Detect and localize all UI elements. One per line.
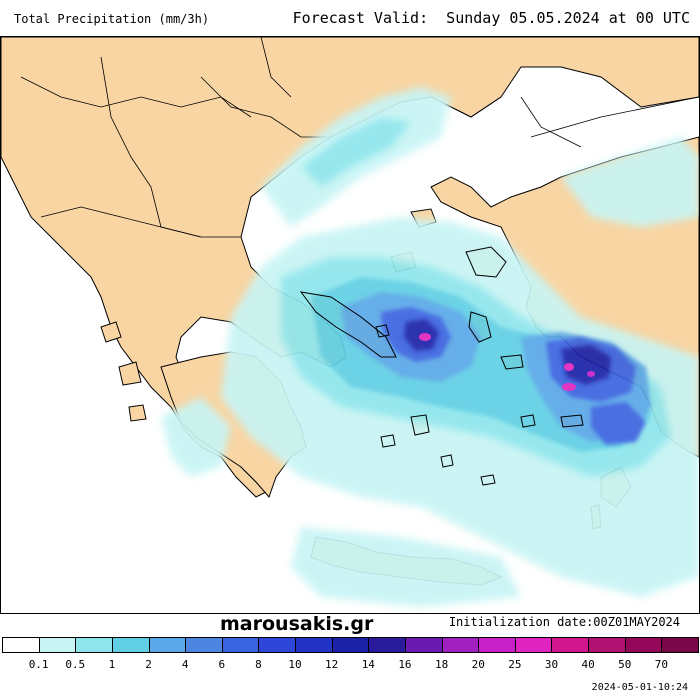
colorbar-tick-label: 0.5 <box>65 658 86 671</box>
colorbar-cell <box>368 637 406 653</box>
colorbar-cell <box>295 637 333 653</box>
colorbar-cell <box>38 637 77 653</box>
colorbar-cell <box>551 637 590 653</box>
precip-8mm-south <box>591 402 646 445</box>
generated-timestamp: 2024-05-01-10:24 <box>591 682 688 693</box>
header: Total Precipitation (mm/3h) Forecast Val… <box>0 0 700 36</box>
forecast-valid-time: Forecast Valid: Sunday 05.05.2024 at 00 … <box>292 9 690 27</box>
precip-max-east1 <box>564 363 574 371</box>
colorbar-tick-label: 40 <box>581 658 595 671</box>
map-canvas <box>1 37 699 607</box>
colorbar-cell <box>2 637 40 653</box>
colorbar-cell <box>75 637 113 653</box>
kefalonia <box>118 361 142 386</box>
precip-light-east <box>561 137 699 227</box>
colorbar-ticks: 0.1 0.5 1 2 4 6 8 10 12 14 16 18 20 25 30 40 50 70 <box>0 658 700 674</box>
zakynthos <box>128 404 147 422</box>
colorbar-cell <box>111 637 150 653</box>
precipitation-colorbar <box>0 637 700 655</box>
borders-layer <box>20 37 699 238</box>
colorbar-cell <box>514 637 553 653</box>
colorbar-tick-label: 6 <box>218 658 226 671</box>
colorbar-tick-label: 0.1 <box>28 658 49 671</box>
colorbar-tick-label: 8 <box>255 658 262 671</box>
colorbar-tick-label: 12 <box>325 658 339 671</box>
corfu <box>100 321 122 343</box>
footer: marousakis.gr Initialization date:00Z01M… <box>0 613 700 637</box>
precip-light-crete <box>291 527 521 607</box>
colorbar-cell <box>221 637 260 653</box>
colorbar-cell <box>185 637 223 653</box>
coast-overlay <box>299 246 584 486</box>
precip-max-north <box>419 333 431 341</box>
colorbar-tick-label: 30 <box>544 658 559 671</box>
colorbar-cell <box>588 637 626 653</box>
colorbar-cell <box>404 637 443 653</box>
colorbar-tick-label: 70 <box>654 658 668 671</box>
precip-mod-north <box>301 117 411 187</box>
colorbar-tick-label: 1 <box>108 658 116 671</box>
colorbar-tick-label: 2 <box>145 658 152 671</box>
colorbar-tick-label: 25 <box>508 658 522 671</box>
initialization-date: Initialization date:00Z01MAY2024 <box>448 615 680 629</box>
colorbar-tick-label: 16 <box>398 658 412 671</box>
colorbar-tick-label: 18 <box>434 658 449 671</box>
colorbar-cell <box>441 637 480 653</box>
precipitation-map <box>0 36 700 614</box>
colorbar-cell <box>478 637 516 653</box>
colorbar-tick-label: 20 <box>471 658 485 671</box>
colorbar-tick-label: 14 <box>361 658 375 671</box>
precip-layer <box>161 87 699 607</box>
precip-14mm-east <box>561 345 611 385</box>
colorbar-cell <box>661 637 699 653</box>
colorbar-cell <box>331 637 370 653</box>
map-title: Total Precipitation (mm/3h) <box>14 12 210 26</box>
precip-max-east3 <box>587 371 595 377</box>
brand-label[interactable]: marousakis.gr <box>220 613 374 635</box>
colorbar-cell <box>258 637 297 653</box>
precip-max-east2 <box>562 383 576 391</box>
colorbar-cell <box>624 637 663 653</box>
colorbar-tick-label: 50 <box>618 658 632 671</box>
colorbar-cell <box>148 637 187 653</box>
colorbar-tick-label: 10 <box>288 658 302 671</box>
colorbar-tick-label: 4 <box>181 658 189 671</box>
precip-light-west <box>161 397 231 477</box>
